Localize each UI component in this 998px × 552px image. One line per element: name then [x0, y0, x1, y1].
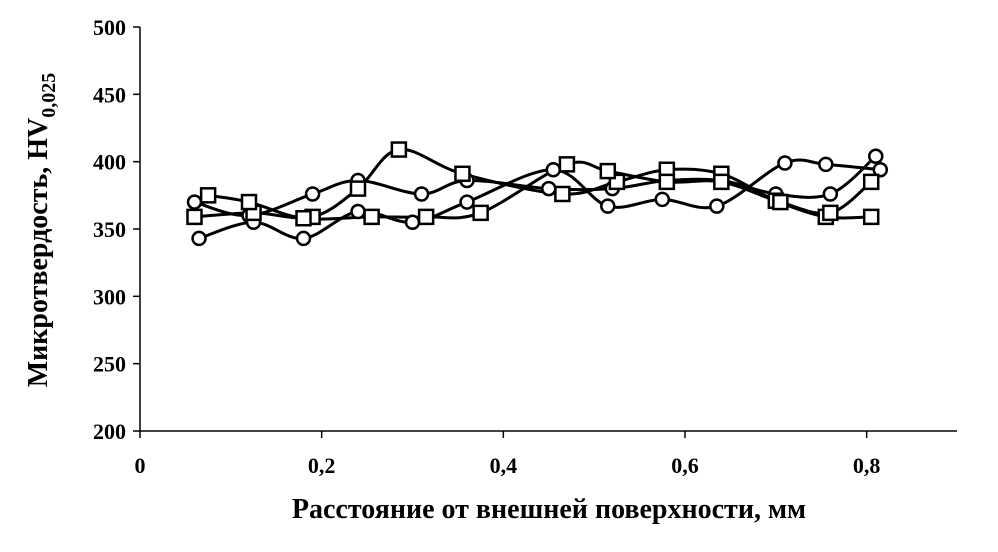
- data-point-square: [186, 208, 203, 226]
- data-point-square: [658, 173, 676, 191]
- data-point-square: [822, 204, 839, 222]
- x-tick-label: 0,6: [671, 453, 699, 478]
- y-tick-label: 250: [93, 352, 126, 377]
- data-point-circle: [600, 198, 616, 214]
- y-tick-label: 500: [93, 15, 126, 40]
- data-point-circle: [304, 186, 321, 202]
- data-point-circle: [822, 186, 839, 202]
- x-tick-label: 0,4: [490, 453, 518, 478]
- data-point-circle: [295, 230, 312, 247]
- data-point-square: [558, 156, 576, 173]
- data-point-square: [862, 173, 880, 191]
- y-axis-title-subscript: 0,025: [38, 73, 60, 118]
- y-tick-label: 300: [93, 284, 126, 309]
- y-axis-title-main: Микротвердость, HV: [23, 118, 54, 388]
- data-point-circle: [350, 203, 366, 220]
- data-point-circle: [868, 148, 884, 165]
- data-point-circle: [186, 194, 203, 210]
- data-point-circle: [191, 230, 207, 247]
- y-ticks: 200 250 300 350 400 450 500: [93, 15, 140, 444]
- data-point-square: [713, 173, 730, 191]
- x-tick-label: 0,2: [308, 453, 336, 478]
- data-point-circle: [818, 156, 834, 173]
- data-point-circle: [404, 214, 421, 231]
- data-point-square: [199, 187, 217, 204]
- data-point-circle: [541, 180, 557, 197]
- data-point-circle: [777, 155, 793, 171]
- data-point-square: [772, 193, 789, 211]
- series-markers: [186, 141, 889, 247]
- data-point-square: [349, 180, 367, 197]
- data-point-circle: [545, 161, 562, 178]
- data-point-square: [454, 165, 471, 183]
- y-tick-label: 400: [93, 150, 126, 175]
- data-point-circle: [709, 198, 725, 214]
- data-point-square: [295, 209, 312, 227]
- data-point-square: [554, 185, 571, 203]
- data-point-square: [417, 208, 435, 226]
- y-axis-title: Микротвердость, HV0,025: [23, 73, 60, 388]
- x-tick-label: 0,8: [853, 453, 881, 478]
- data-point-square: [240, 193, 258, 211]
- data-point-square: [862, 208, 880, 226]
- data-point-square: [390, 141, 408, 158]
- y-tick-label: 350: [93, 217, 126, 242]
- y-tick-label: 200: [93, 419, 126, 444]
- x-axis-title: Расстояние от внешней поверхности, мм: [292, 494, 806, 525]
- data-point-circle: [654, 191, 671, 208]
- axes: [139, 27, 957, 432]
- y-tick-label: 450: [93, 82, 126, 107]
- data-point-square: [472, 204, 489, 222]
- data-point-circle: [872, 161, 889, 178]
- data-point-circle: [459, 194, 475, 210]
- x-tick-label: 0: [135, 453, 146, 478]
- data-point-square: [599, 162, 617, 180]
- series-layer: [186, 141, 889, 247]
- data-point-circle: [413, 186, 430, 202]
- data-point-square: [363, 208, 380, 226]
- x-ticks: 0 0,2 0,4 0,6 0,8: [135, 431, 881, 478]
